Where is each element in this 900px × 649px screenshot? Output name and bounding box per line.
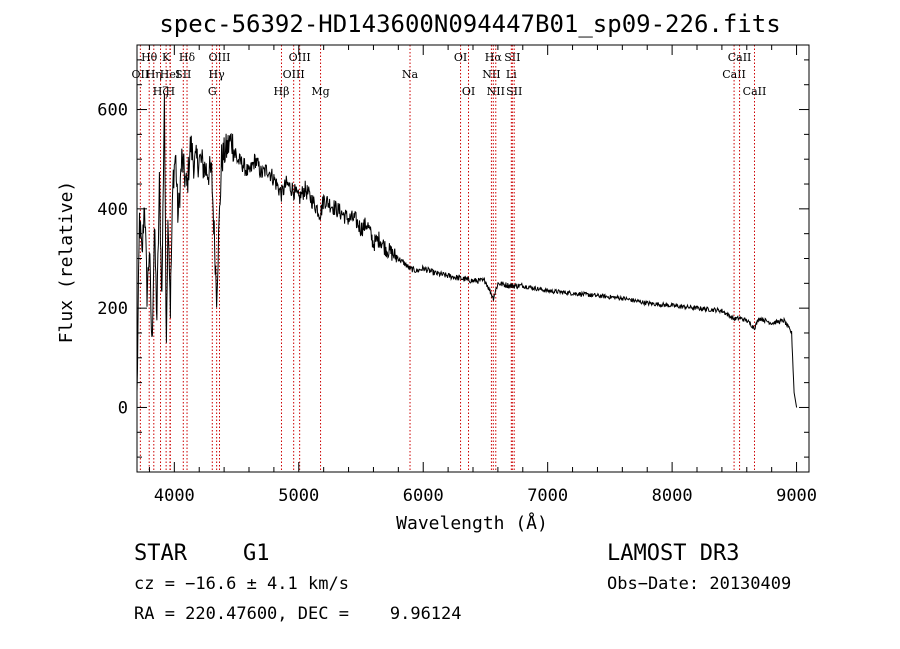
line-label-13: OIII [283,68,305,81]
line-label-21: NII [487,85,505,98]
spectral-line-markers: OIIHθHηHζKHeIHSIIHδGHγOIIIHβOIIIOIIIMgNa… [132,45,767,472]
line-label-4: K [162,51,171,64]
line-label-6: H [166,85,176,98]
x-axis: 4000 5000 6000 7000 8000 9000 [148,45,817,506]
line-label-19: NII [482,68,500,81]
plot-frame [136,44,810,473]
line-label-10: Hγ [209,68,226,81]
line-label-7: SII [175,68,191,81]
line-label-16: Na [402,68,419,81]
line-label-0: OII [132,68,150,81]
object-class: STAR [134,541,187,566]
object-subclass: G1 [243,541,270,566]
line-label-24: SII [506,85,522,98]
x-axis-label: Wavelength (Å) [396,512,548,534]
x-tick-label: 8000 [652,486,693,506]
line-label-25: CaII [722,68,746,81]
y-tick-label: 600 [97,101,128,121]
observation-date: Obs−Date: 20130409 [607,574,792,594]
y-tick-label: 0 [118,398,128,418]
line-label-15: Mg [311,85,329,98]
x-tick-label: 5000 [278,486,319,506]
line-label-8: Hδ [179,51,196,64]
x-tick-label: 9000 [776,486,817,506]
y-axis-label: Flux (relative) [56,181,77,344]
line-label-23: Li [506,68,517,81]
survey-label: LAMOST DR3 [607,541,740,566]
line-label-14: OIII [289,51,311,64]
line-label-2: Hη [146,68,162,81]
redshift-velocity: cz = −16.6 ± 4.1 km/s [134,574,349,594]
line-label-11: OIII [208,51,230,64]
x-tick-label: 4000 [154,486,195,506]
spectrum-series [136,93,798,408]
line-label-12: Hβ [274,85,290,98]
coordinates: RA = 220.47600, DEC = 9.96124 [134,604,462,624]
line-label-1: Hθ [141,51,158,64]
chart-title: spec-56392-HD143600N094447B01_sp09-226.f… [159,10,780,38]
x-tick-label: 7000 [527,486,568,506]
y-tick-label: 400 [97,200,128,220]
line-label-27: CaII [743,85,767,98]
line-label-22: SII [504,51,520,64]
line-label-20: Hα [485,51,503,64]
line-label-17: OI [454,51,467,64]
y-axis: 0 200 400 600 [97,59,809,458]
line-label-26: CaII [728,51,752,64]
line-label-18: OI [462,85,475,98]
y-tick-label: 200 [97,299,128,319]
spectrum-line [136,93,798,408]
x-tick-label: 6000 [403,486,444,506]
line-label-9: G [208,85,217,98]
